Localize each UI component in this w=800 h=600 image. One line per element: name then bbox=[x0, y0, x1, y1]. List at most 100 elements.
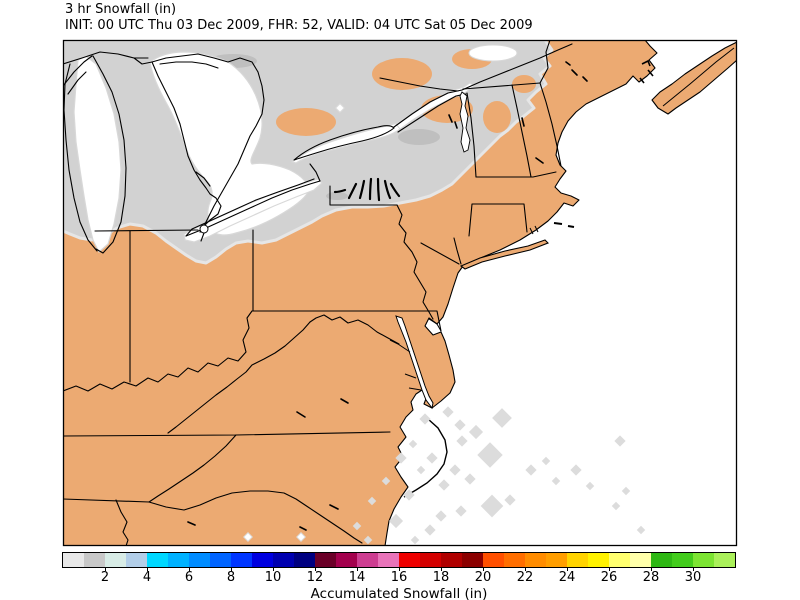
nova-scotia-axis-line bbox=[662, 47, 735, 107]
snow-speckle bbox=[395, 452, 407, 464]
ga-nc-border bbox=[63, 498, 150, 503]
snow-speckle bbox=[419, 413, 431, 425]
snow-speckle bbox=[456, 435, 468, 447]
colorbar-tick bbox=[609, 568, 610, 571]
colorbar-tick bbox=[231, 568, 232, 571]
colorbar-tick bbox=[651, 568, 652, 571]
colorbar-segment-15 bbox=[357, 553, 378, 567]
niagara-river bbox=[309, 163, 321, 182]
snow-speckle bbox=[435, 510, 447, 522]
maine-lakes bbox=[565, 61, 588, 82]
ma-north-border bbox=[475, 171, 557, 178]
ma-south-border bbox=[468, 203, 528, 237]
michigan-east-shore bbox=[151, 61, 222, 233]
colorbar-segment-28 bbox=[630, 553, 651, 567]
lake-erie-south-shore bbox=[185, 180, 321, 237]
colorbar-segment-7 bbox=[189, 553, 210, 567]
snow-speckle bbox=[570, 464, 582, 476]
colorbar-segment-25 bbox=[567, 553, 588, 567]
north-huron-shore bbox=[151, 53, 259, 73]
title-block: 3 hr Snowfall (in) INIT: 00 UTC Thu 03 D… bbox=[65, 2, 533, 34]
vt-lake bbox=[521, 117, 525, 127]
colorbar-segment-11 bbox=[273, 553, 294, 567]
quebec-white-patch bbox=[468, 44, 518, 62]
colorbar-segment-31 bbox=[693, 553, 714, 567]
st-lawrence-river bbox=[393, 43, 573, 133]
finger-lakes bbox=[333, 177, 401, 202]
snow-speckle bbox=[363, 535, 373, 545]
maine-quebec-border bbox=[539, 40, 551, 84]
colorbar-tick-label: 14 bbox=[348, 570, 366, 585]
nova-scotia bbox=[651, 41, 737, 115]
colorbar-tick-label: 12 bbox=[306, 570, 324, 585]
colorbar-segment-24 bbox=[546, 553, 567, 567]
colorbar-segment-23 bbox=[525, 553, 546, 567]
snow-speckle bbox=[477, 442, 503, 468]
lake-champlain bbox=[459, 91, 471, 153]
maine-nh-border bbox=[539, 82, 562, 167]
snow-speckle bbox=[416, 465, 426, 475]
snow-speckle bbox=[464, 473, 476, 485]
snow-speckle bbox=[504, 494, 516, 506]
adirondack-lakes bbox=[448, 114, 458, 129]
fundy-islands bbox=[639, 59, 654, 84]
snow-speckle bbox=[541, 456, 551, 466]
colorbar-segment-16 bbox=[378, 553, 399, 567]
colorbar-segment-26 bbox=[588, 553, 609, 567]
tn-ky-va-nc-border bbox=[63, 431, 391, 437]
delaware-bay-shore bbox=[428, 318, 442, 332]
shorelines bbox=[63, 43, 573, 254]
lake-michigan-west-shore bbox=[63, 63, 98, 252]
snow-speckle bbox=[381, 476, 391, 486]
border-45n bbox=[462, 82, 541, 90]
ny-nj-border bbox=[420, 242, 460, 265]
colorbar-segment-22 bbox=[504, 553, 525, 567]
mi-oh-border bbox=[94, 229, 199, 232]
colorbar-segment-3 bbox=[105, 553, 126, 567]
colorbar-tick-label: 20 bbox=[474, 570, 492, 585]
colorbar-label: Accumulated Snowfall (in) bbox=[310, 586, 488, 600]
colorbar-segment-6 bbox=[168, 553, 189, 567]
colorbar-segment-5 bbox=[147, 553, 168, 567]
colorbar-tick bbox=[105, 568, 106, 571]
colorbar-tick-label: 22 bbox=[516, 570, 534, 585]
snow-speckle bbox=[449, 464, 461, 476]
snow-dark-spot bbox=[326, 192, 348, 200]
snow-speckle bbox=[621, 486, 631, 496]
colorbar-tick-label: 24 bbox=[558, 570, 576, 585]
ottawa-river bbox=[379, 77, 459, 92]
hudson-river bbox=[453, 237, 462, 265]
colorbar bbox=[62, 552, 736, 568]
long-island bbox=[459, 239, 549, 270]
colorbar-segment-20 bbox=[462, 553, 483, 567]
green-bay bbox=[63, 55, 93, 95]
colorbar-segment-9 bbox=[231, 553, 252, 567]
lake-st-clair bbox=[199, 224, 209, 234]
snow-dark-spot bbox=[398, 129, 440, 145]
upper-peninsula-shore bbox=[63, 51, 153, 65]
colorbar-segment-27 bbox=[609, 553, 630, 567]
ga-sc-border bbox=[115, 499, 129, 546]
outer-banks bbox=[403, 418, 448, 498]
tn-nc-border bbox=[148, 434, 237, 503]
colorbar-ticks bbox=[63, 568, 735, 571]
saginaw-bay bbox=[195, 171, 211, 187]
colorbar-tick bbox=[147, 568, 148, 571]
colorbar-segment-30 bbox=[672, 553, 693, 567]
colorbar-segment-2 bbox=[84, 553, 105, 567]
detroit-river bbox=[200, 232, 205, 242]
plot-title: 3 hr Snowfall (in) bbox=[65, 2, 177, 17]
colorbar-tick bbox=[693, 568, 694, 571]
north-channel bbox=[159, 61, 219, 69]
colorbar-tick-label: 10 bbox=[264, 570, 282, 585]
snow-speckle bbox=[525, 464, 537, 476]
colorbar-tick bbox=[441, 568, 442, 571]
ny-pa-border bbox=[329, 185, 398, 206]
colorbar-segment-14 bbox=[336, 553, 357, 567]
snow-speckle bbox=[454, 419, 466, 431]
colorbar-segment-29 bbox=[651, 553, 672, 567]
snow-speckle bbox=[442, 406, 454, 418]
colorbar-tick bbox=[525, 568, 526, 571]
sc-lakes bbox=[187, 504, 339, 531]
